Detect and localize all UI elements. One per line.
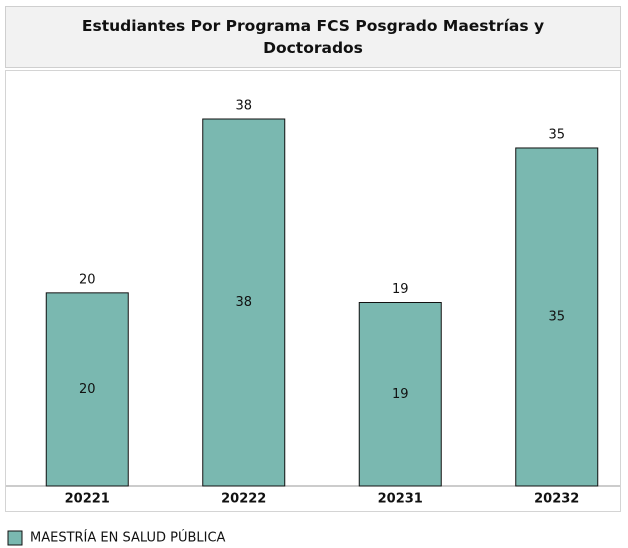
x-tick-label: 20232	[534, 492, 579, 507]
plot-frame	[5, 70, 621, 512]
inner-value-label: 20	[79, 382, 96, 397]
x-tick-label: 20221	[65, 492, 110, 507]
value-label: 19	[392, 282, 409, 297]
legend-swatch	[7, 530, 23, 546]
inner-value-label: 38	[235, 295, 252, 310]
x-tick-label: 20231	[378, 492, 423, 507]
bar	[358, 302, 442, 487]
bar	[202, 118, 286, 487]
x-tick-label: 20222	[221, 492, 266, 507]
bar	[515, 147, 599, 487]
value-label: 20	[79, 272, 96, 287]
inner-value-label: 19	[392, 387, 409, 402]
value-label: 35	[548, 127, 565, 142]
chart-title: Estudiantes Por Programa FCS Posgrado Ma…	[5, 6, 621, 68]
value-label: 38	[235, 99, 252, 114]
bar	[45, 292, 129, 487]
inner-value-label: 35	[548, 309, 565, 324]
legend-label: MAESTRÍA EN SALUD PÚBLICA	[30, 530, 226, 546]
